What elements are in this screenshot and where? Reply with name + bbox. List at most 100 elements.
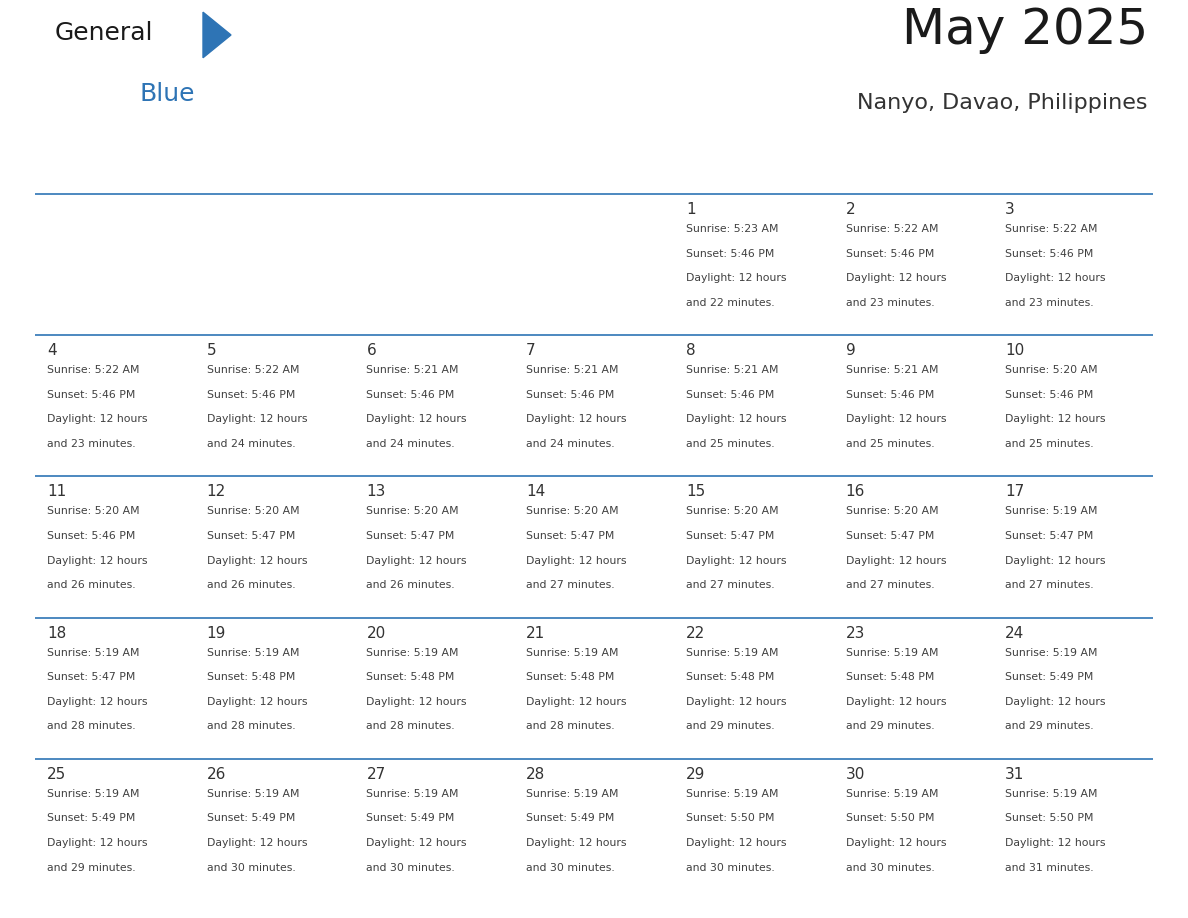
Text: and 22 minutes.: and 22 minutes.: [685, 297, 775, 308]
Text: Daylight: 12 hours: Daylight: 12 hours: [685, 414, 786, 424]
Text: Friday: Friday: [846, 164, 904, 182]
Text: Thursday: Thursday: [687, 164, 773, 182]
Text: Sunrise: 5:21 AM: Sunrise: 5:21 AM: [685, 365, 778, 375]
Text: Sunrise: 5:22 AM: Sunrise: 5:22 AM: [48, 365, 139, 375]
Text: Sunrise: 5:19 AM: Sunrise: 5:19 AM: [685, 789, 778, 799]
Text: Daylight: 12 hours: Daylight: 12 hours: [526, 697, 626, 707]
Text: Sunrise: 5:19 AM: Sunrise: 5:19 AM: [207, 789, 299, 799]
Text: Daylight: 12 hours: Daylight: 12 hours: [1005, 838, 1106, 848]
Text: Sunrise: 5:20 AM: Sunrise: 5:20 AM: [1005, 365, 1098, 375]
Text: Sunrise: 5:19 AM: Sunrise: 5:19 AM: [846, 647, 939, 657]
Text: and 26 minutes.: and 26 minutes.: [207, 580, 296, 590]
Text: and 24 minutes.: and 24 minutes.: [366, 439, 455, 449]
Text: Sunrise: 5:22 AM: Sunrise: 5:22 AM: [1005, 224, 1098, 234]
Text: Sunrise: 5:20 AM: Sunrise: 5:20 AM: [846, 507, 939, 517]
Text: Sunset: 5:47 PM: Sunset: 5:47 PM: [846, 531, 934, 541]
Text: Sunrise: 5:19 AM: Sunrise: 5:19 AM: [526, 789, 619, 799]
Text: Sunset: 5:47 PM: Sunset: 5:47 PM: [1005, 531, 1094, 541]
Text: Daylight: 12 hours: Daylight: 12 hours: [366, 555, 467, 565]
Text: Daylight: 12 hours: Daylight: 12 hours: [48, 838, 147, 848]
Text: and 29 minutes.: and 29 minutes.: [685, 722, 775, 732]
Text: Sunset: 5:48 PM: Sunset: 5:48 PM: [366, 672, 455, 682]
Text: Nanyo, Davao, Philippines: Nanyo, Davao, Philippines: [858, 94, 1148, 113]
Text: 7: 7: [526, 343, 536, 358]
Text: 26: 26: [207, 767, 226, 782]
Text: Daylight: 12 hours: Daylight: 12 hours: [685, 697, 786, 707]
Text: and 28 minutes.: and 28 minutes.: [526, 722, 614, 732]
Text: 22: 22: [685, 625, 706, 641]
Text: Sunset: 5:46 PM: Sunset: 5:46 PM: [48, 531, 135, 541]
Text: Sunrise: 5:22 AM: Sunrise: 5:22 AM: [846, 224, 939, 234]
Text: Daylight: 12 hours: Daylight: 12 hours: [685, 838, 786, 848]
Text: and 29 minutes.: and 29 minutes.: [1005, 722, 1094, 732]
Text: 24: 24: [1005, 625, 1024, 641]
Text: Daylight: 12 hours: Daylight: 12 hours: [846, 838, 946, 848]
Text: May 2025: May 2025: [902, 6, 1148, 54]
Text: Sunday: Sunday: [48, 164, 116, 182]
Text: Sunrise: 5:19 AM: Sunrise: 5:19 AM: [207, 647, 299, 657]
Text: 31: 31: [1005, 767, 1025, 782]
Text: and 24 minutes.: and 24 minutes.: [526, 439, 614, 449]
Text: Sunset: 5:46 PM: Sunset: 5:46 PM: [1005, 390, 1094, 399]
Text: 19: 19: [207, 625, 226, 641]
Text: Sunset: 5:49 PM: Sunset: 5:49 PM: [48, 813, 135, 823]
Text: and 25 minutes.: and 25 minutes.: [846, 439, 934, 449]
Text: Daylight: 12 hours: Daylight: 12 hours: [846, 274, 946, 283]
Text: and 30 minutes.: and 30 minutes.: [207, 863, 296, 872]
Text: Daylight: 12 hours: Daylight: 12 hours: [846, 697, 946, 707]
Text: Sunset: 5:49 PM: Sunset: 5:49 PM: [1005, 672, 1094, 682]
Text: 17: 17: [1005, 485, 1024, 499]
Text: Daylight: 12 hours: Daylight: 12 hours: [48, 414, 147, 424]
Text: and 23 minutes.: and 23 minutes.: [1005, 297, 1094, 308]
Text: 23: 23: [846, 625, 865, 641]
Text: Sunset: 5:48 PM: Sunset: 5:48 PM: [685, 672, 775, 682]
Text: 15: 15: [685, 485, 706, 499]
Text: and 27 minutes.: and 27 minutes.: [685, 580, 775, 590]
Text: Sunset: 5:47 PM: Sunset: 5:47 PM: [207, 531, 295, 541]
Text: Daylight: 12 hours: Daylight: 12 hours: [207, 838, 308, 848]
Text: Daylight: 12 hours: Daylight: 12 hours: [526, 838, 626, 848]
Text: Daylight: 12 hours: Daylight: 12 hours: [846, 414, 946, 424]
Text: 13: 13: [366, 485, 386, 499]
Text: Sunrise: 5:19 AM: Sunrise: 5:19 AM: [1005, 507, 1098, 517]
Text: 5: 5: [207, 343, 216, 358]
Text: and 27 minutes.: and 27 minutes.: [846, 580, 934, 590]
Text: 29: 29: [685, 767, 706, 782]
Text: 3: 3: [1005, 202, 1015, 217]
Text: Sunrise: 5:21 AM: Sunrise: 5:21 AM: [846, 365, 939, 375]
Text: Sunset: 5:46 PM: Sunset: 5:46 PM: [685, 249, 775, 259]
Text: Sunrise: 5:19 AM: Sunrise: 5:19 AM: [846, 789, 939, 799]
Text: Sunset: 5:49 PM: Sunset: 5:49 PM: [526, 813, 614, 823]
Text: Sunset: 5:50 PM: Sunset: 5:50 PM: [685, 813, 775, 823]
Text: Daylight: 12 hours: Daylight: 12 hours: [207, 414, 308, 424]
Text: 2: 2: [846, 202, 855, 217]
Text: Sunset: 5:48 PM: Sunset: 5:48 PM: [526, 672, 614, 682]
Text: and 24 minutes.: and 24 minutes.: [207, 439, 296, 449]
Text: 4: 4: [48, 343, 57, 358]
Text: and 23 minutes.: and 23 minutes.: [846, 297, 934, 308]
Text: Daylight: 12 hours: Daylight: 12 hours: [526, 414, 626, 424]
Text: Sunset: 5:48 PM: Sunset: 5:48 PM: [846, 672, 934, 682]
Text: Sunrise: 5:22 AM: Sunrise: 5:22 AM: [207, 365, 299, 375]
Polygon shape: [203, 12, 230, 58]
Text: Sunset: 5:49 PM: Sunset: 5:49 PM: [366, 813, 455, 823]
Text: and 31 minutes.: and 31 minutes.: [1005, 863, 1094, 872]
Text: Sunset: 5:47 PM: Sunset: 5:47 PM: [366, 531, 455, 541]
Text: 18: 18: [48, 625, 67, 641]
Text: and 27 minutes.: and 27 minutes.: [526, 580, 614, 590]
Text: 30: 30: [846, 767, 865, 782]
Text: Daylight: 12 hours: Daylight: 12 hours: [846, 555, 946, 565]
Text: Sunset: 5:46 PM: Sunset: 5:46 PM: [526, 390, 614, 399]
Text: Daylight: 12 hours: Daylight: 12 hours: [1005, 274, 1106, 283]
Text: Sunset: 5:46 PM: Sunset: 5:46 PM: [846, 390, 934, 399]
Text: Sunrise: 5:20 AM: Sunrise: 5:20 AM: [207, 507, 299, 517]
Text: Sunrise: 5:19 AM: Sunrise: 5:19 AM: [1005, 647, 1098, 657]
Text: Sunrise: 5:21 AM: Sunrise: 5:21 AM: [366, 365, 459, 375]
Text: Sunrise: 5:19 AM: Sunrise: 5:19 AM: [48, 647, 139, 657]
Text: Sunrise: 5:20 AM: Sunrise: 5:20 AM: [685, 507, 778, 517]
Text: Sunset: 5:46 PM: Sunset: 5:46 PM: [48, 390, 135, 399]
Text: Daylight: 12 hours: Daylight: 12 hours: [48, 697, 147, 707]
Text: and 29 minutes.: and 29 minutes.: [48, 863, 135, 872]
Text: and 30 minutes.: and 30 minutes.: [846, 863, 934, 872]
Text: Wednesday: Wednesday: [527, 164, 634, 182]
